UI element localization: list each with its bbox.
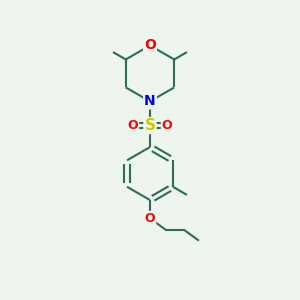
Text: O: O bbox=[162, 119, 172, 132]
Text: O: O bbox=[144, 38, 156, 52]
Text: N: N bbox=[144, 94, 156, 108]
Text: O: O bbox=[128, 119, 138, 132]
Text: S: S bbox=[145, 118, 155, 133]
Text: O: O bbox=[145, 212, 155, 225]
